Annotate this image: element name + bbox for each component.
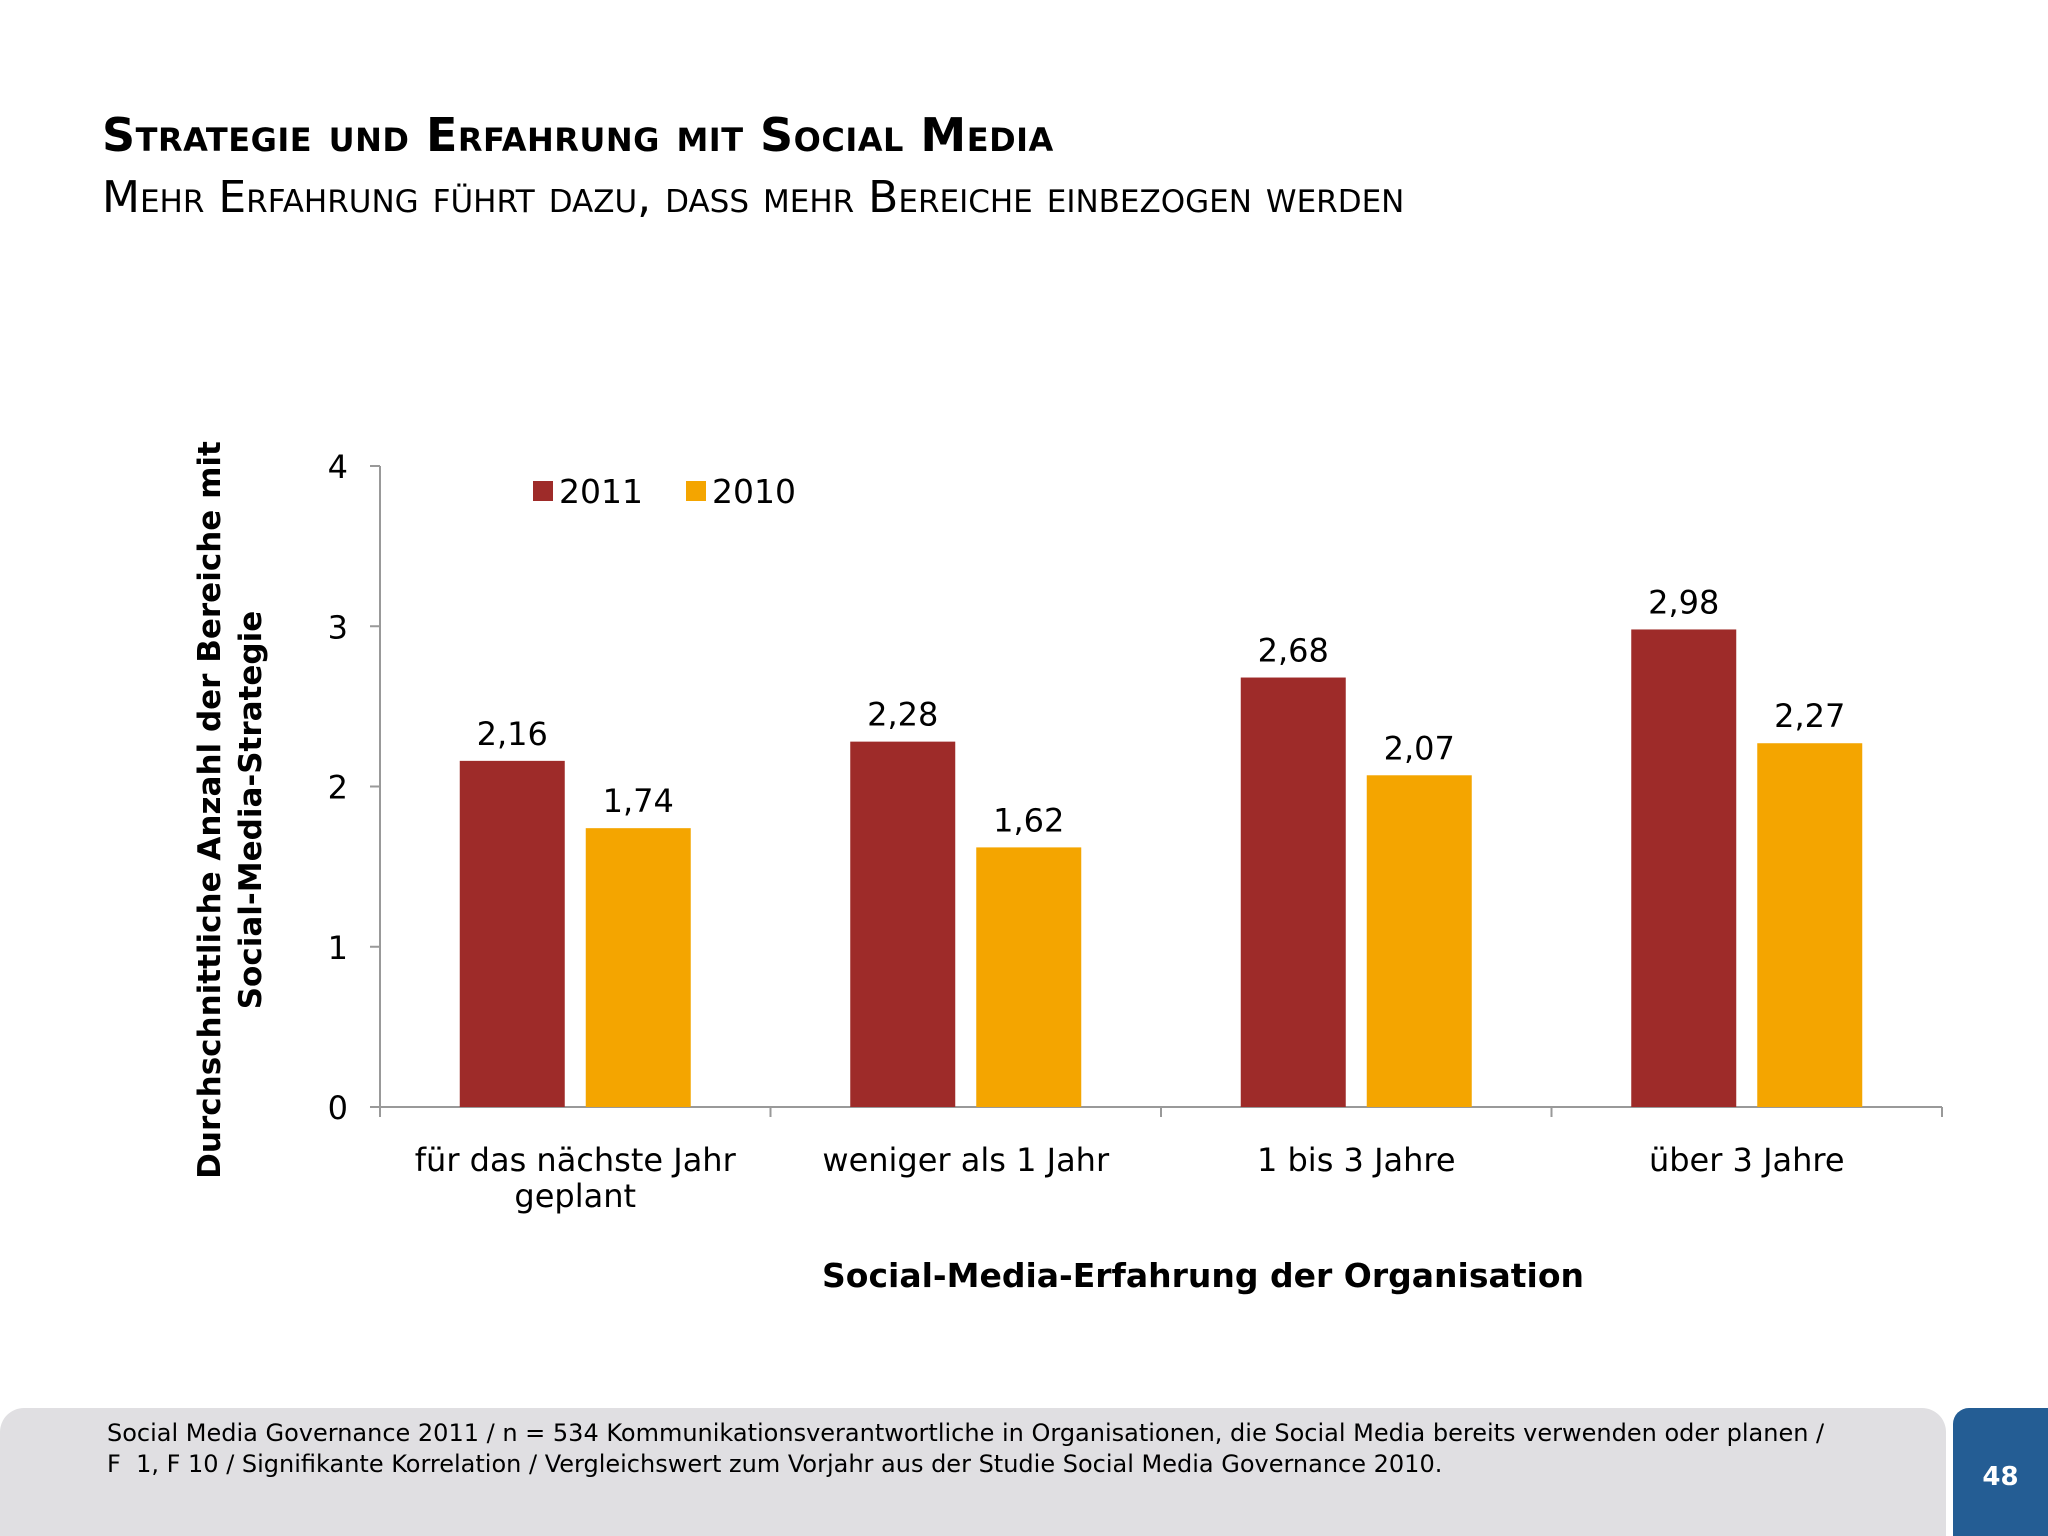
y-tick-label: 4: [328, 448, 348, 486]
y-tick-label: 2: [328, 769, 348, 807]
legend-swatch-2010: [686, 481, 706, 501]
footer-line-2: F 1, F 10 / Signifikante Korrelation / V…: [107, 1450, 1443, 1478]
data-label: 2,27: [1774, 697, 1845, 735]
footer-line-1: Social Media Governance 2011 / n = 534 K…: [107, 1419, 1825, 1447]
footer-bar: [0, 1408, 1946, 1536]
data-label: 2,16: [477, 715, 548, 753]
bar-2010: [1757, 743, 1863, 1107]
y-axis-title: Social-Media-Strategie: [233, 611, 269, 1010]
x-category-label: weniger als 1 Jahr: [822, 1141, 1110, 1179]
bar-2010: [1366, 775, 1472, 1107]
slide-subtitle: Mehr Erfahrung führt dazu, dass mehr Ber…: [102, 172, 1405, 223]
bar-chart: 0 1 2 3 4 2,16 1,74 für das nächste Jahrgeplant…: [192, 441, 1943, 1295]
bar-2011: [850, 741, 956, 1107]
slide-title: Strategie und Erfahrung mit Social Media: [102, 108, 1054, 162]
page-number-box: [1953, 1408, 2048, 1536]
y-tick-label: 1: [328, 929, 348, 967]
data-label: 1,62: [993, 801, 1064, 839]
x-category-label: für das nächste Jahr: [415, 1141, 737, 1179]
x-axis-title: Social-Media-Erfahrung der Organisation: [822, 1256, 1584, 1295]
legend-swatch-2011: [533, 481, 553, 501]
legend-label: 2010: [712, 472, 796, 511]
bar-2010: [976, 847, 1082, 1107]
footer-source-note: Social Media Governance 2011 / n = 534 K…: [107, 1418, 1824, 1480]
bar-2010: [585, 828, 691, 1107]
x-category-label: geplant: [514, 1177, 636, 1215]
bar-2011: [1240, 677, 1346, 1107]
x-category-label: über 3 Jahre: [1649, 1141, 1845, 1179]
x-category-label: 1 bis 3 Jahre: [1257, 1141, 1456, 1179]
data-label: 2,28: [867, 696, 938, 734]
data-label: 2,68: [1258, 632, 1329, 670]
data-label: 2,98: [1648, 583, 1719, 621]
y-axis-title: Durchschnittliche Anzahl der Bereiche mi…: [192, 441, 228, 1179]
page-number: 48: [1982, 1462, 2019, 1492]
bar-2011: [459, 760, 565, 1107]
bar-2011: [1631, 629, 1737, 1107]
data-label: 1,74: [603, 782, 674, 820]
y-tick-label: 0: [328, 1089, 348, 1127]
data-label: 2,07: [1384, 729, 1455, 767]
y-tick-label: 3: [328, 608, 348, 646]
legend-label: 2011: [559, 472, 643, 511]
